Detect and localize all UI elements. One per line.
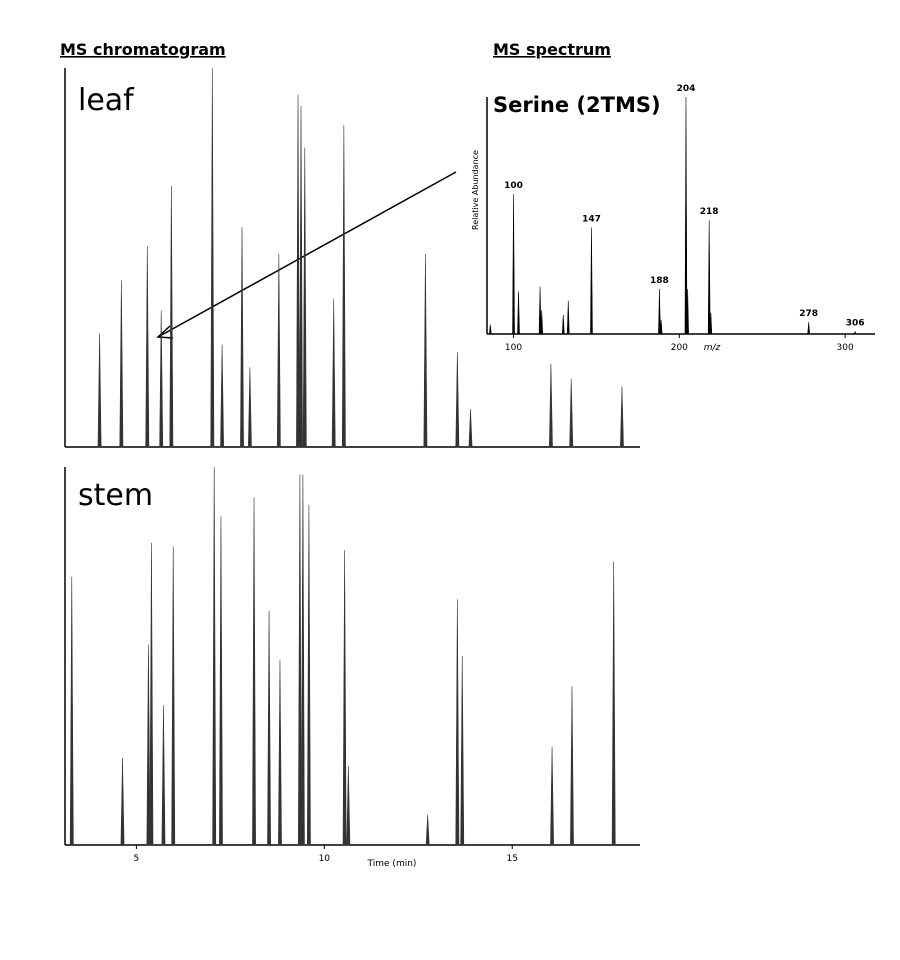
peak — [561, 315, 565, 335]
peak — [219, 516, 223, 846]
arrow-head — [156, 325, 174, 339]
peak — [709, 312, 713, 335]
peak — [307, 504, 311, 846]
peak — [267, 610, 271, 846]
peak — [611, 561, 616, 846]
peak — [212, 466, 217, 846]
peak — [569, 378, 574, 448]
peak — [300, 474, 305, 846]
x-tick-label: 300 — [837, 343, 854, 353]
peak — [302, 147, 307, 448]
x-axis-label: m/z — [704, 343, 721, 353]
peak — [455, 599, 460, 846]
peak — [620, 386, 624, 448]
peak — [297, 474, 302, 846]
peak — [659, 319, 663, 335]
peak — [517, 291, 520, 335]
peak — [342, 550, 347, 846]
peak — [341, 124, 346, 448]
peak-label: 306 — [846, 319, 865, 329]
peak — [807, 322, 811, 335]
x-tick-label: 100 — [505, 343, 522, 353]
peak — [853, 330, 857, 335]
peak — [146, 644, 151, 846]
peak — [331, 299, 336, 448]
peak — [658, 288, 661, 335]
peak — [69, 576, 74, 846]
peak — [171, 546, 176, 846]
arrow — [157, 171, 457, 338]
peak — [538, 286, 542, 335]
peak — [590, 227, 593, 335]
peak — [169, 185, 174, 448]
peak — [684, 96, 688, 335]
peak-label: 278 — [799, 309, 818, 319]
peak — [247, 367, 252, 448]
peak — [707, 220, 711, 335]
peak — [346, 765, 351, 846]
x-axis-label: Time (min) — [367, 859, 417, 869]
peak — [423, 253, 428, 448]
peak — [149, 542, 154, 846]
peak — [240, 227, 244, 448]
peak — [276, 253, 281, 448]
peak — [97, 333, 102, 448]
peak — [686, 288, 689, 335]
peak — [455, 352, 460, 448]
peak — [488, 324, 492, 335]
peak — [512, 194, 515, 335]
peak — [468, 409, 473, 448]
peak — [220, 344, 224, 448]
peak — [210, 67, 215, 448]
peak — [299, 105, 303, 448]
peak-label: 204 — [677, 84, 696, 94]
peak — [278, 659, 282, 846]
peak — [159, 310, 164, 448]
peak — [120, 758, 125, 846]
peak — [460, 655, 465, 846]
peak — [161, 705, 166, 846]
spectrum-subtitle: Serine (2TMS) — [493, 93, 661, 117]
x-tick-label: 10 — [319, 854, 331, 864]
peak — [425, 814, 430, 846]
peak — [550, 746, 554, 846]
peak — [549, 363, 553, 448]
x-tick-label: 200 — [671, 343, 688, 353]
peak-label: 147 — [582, 214, 601, 224]
peak-label: 100 — [504, 181, 523, 191]
spectrum-heading: MS spectrum — [493, 40, 611, 59]
peak — [566, 300, 570, 335]
panel-label: stem — [78, 478, 153, 513]
peak — [145, 246, 150, 448]
peak-label: 188 — [650, 276, 669, 286]
peak — [540, 310, 544, 335]
chromatogram-heading: MS chromatogram — [60, 40, 226, 59]
peak — [252, 497, 256, 846]
peak — [119, 280, 124, 448]
peak — [296, 94, 300, 448]
x-tick-label: 15 — [506, 854, 517, 864]
y-axis-label: Relative Abundance — [471, 150, 480, 230]
panel-label: leaf — [78, 83, 135, 118]
peak — [570, 686, 574, 846]
x-tick-label: 5 — [134, 854, 140, 864]
peak-label: 218 — [700, 207, 719, 217]
